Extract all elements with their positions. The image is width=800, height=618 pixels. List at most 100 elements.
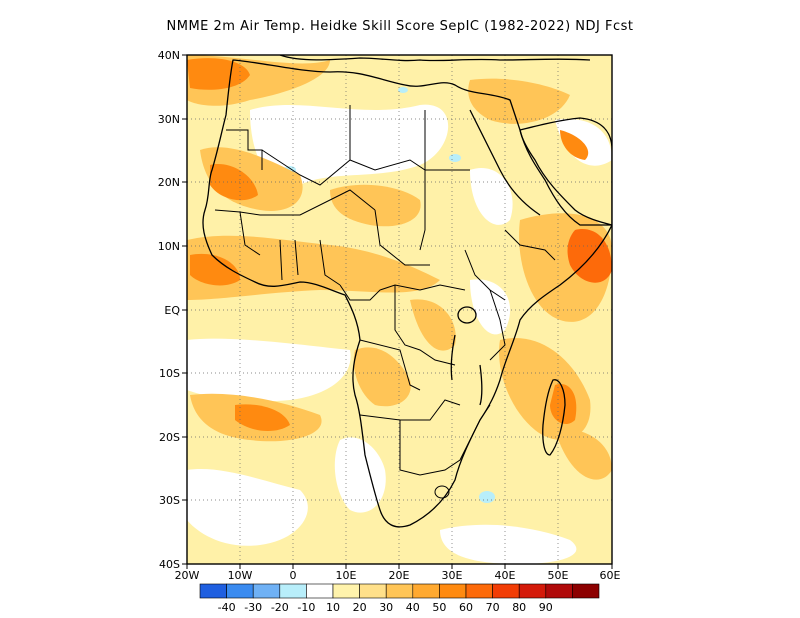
europe-coastline — [279, 55, 591, 62]
colorbar-label: 30 — [379, 601, 393, 614]
red-sea-coastline — [469, 109, 541, 216]
colorbar — [199, 583, 600, 599]
colorbar-swatch — [465, 583, 493, 599]
colorbar-label: 10 — [326, 601, 340, 614]
shade-red-sea-hot — [560, 130, 589, 160]
colorbar-swatch — [359, 583, 387, 599]
shade-south-atlantic-low — [187, 469, 308, 546]
border-angola — [359, 339, 421, 391]
border-ghana-togo — [279, 239, 299, 281]
lon-tick-label: 30E — [442, 569, 463, 582]
border-libya-chad — [349, 159, 470, 171]
colorbar-swatch — [439, 583, 467, 599]
africa-coastline — [202, 59, 612, 528]
colorbar-swatch — [572, 583, 600, 599]
coastlines — [202, 55, 612, 528]
colorbar-label: 50 — [432, 601, 446, 614]
colorbar-label: -40 — [218, 601, 236, 614]
colorbar-label: 80 — [512, 601, 526, 614]
lon-tick-label: 20W — [175, 569, 200, 582]
shade-sudan — [470, 168, 513, 225]
lake-tanganyika — [450, 334, 456, 381]
border-lesotho — [434, 485, 450, 499]
colorbar-swatch — [199, 583, 227, 599]
colorbar-label: -30 — [244, 601, 262, 614]
lat-tick-label: 40N — [158, 49, 180, 62]
border-namibia-botswana — [359, 399, 461, 421]
colorbar-swatch — [385, 583, 414, 599]
lon-tick-label: 40E — [495, 569, 516, 582]
lon-tick-labels: 20W 10W 0 10E 20E 30E 40E 50E 60E — [175, 569, 621, 582]
colorbar-swatch — [226, 583, 254, 599]
lake-malawi — [479, 364, 483, 406]
border-egypt-sudan — [419, 110, 426, 251]
shade-mauritania-hot — [210, 164, 258, 201]
border-nigeria — [319, 239, 341, 286]
colorbar-label: 90 — [539, 601, 553, 614]
shade-namibia — [334, 437, 386, 513]
border-botswana-sa — [399, 420, 471, 476]
arabia-coastline — [519, 117, 612, 226]
border-cameroon-car — [339, 284, 466, 301]
shade-sahara — [250, 104, 449, 186]
shade-mozambique-channel-hot — [550, 384, 577, 425]
lon-tick-label: 60E — [600, 569, 621, 582]
lake-victoria — [457, 306, 477, 324]
colorbar-labels: -40 -30 -20 -10 10 20 30 40 50 60 70 80 90 — [218, 601, 553, 614]
shade-chad — [330, 184, 421, 227]
border-chad-car — [374, 209, 430, 266]
country-borders — [214, 105, 556, 499]
shade-congo — [410, 299, 456, 351]
shade-angola — [353, 347, 411, 407]
madagascar-coastline — [542, 379, 566, 456]
border-kenya-tanzania — [489, 289, 506, 361]
map-title: NMME 2m Air Temp. Heidke Skill Score Sep… — [166, 19, 634, 34]
lon-tick-label: 0 — [290, 569, 297, 582]
colorbar-swatch — [545, 583, 573, 599]
shade-negative-4 — [398, 87, 408, 93]
colorbar-label: 20 — [353, 601, 367, 614]
border-sudan-ethiopia — [464, 249, 506, 301]
border-algeria — [261, 105, 351, 186]
lat-tick-label: 20S — [159, 431, 180, 444]
colorbar-swatch — [279, 583, 307, 599]
axis-ticks — [182, 54, 613, 569]
border-ethiopia-somalia — [504, 229, 556, 261]
shade-negative-1 — [449, 154, 461, 162]
border-zimbabwe-mozambique — [469, 404, 491, 441]
lon-tick-label: 20E — [389, 569, 410, 582]
lat-tick-label: 30S — [159, 494, 180, 507]
colorbar-label: 40 — [406, 601, 420, 614]
border-guinea — [239, 211, 261, 256]
shade-south-atlantic — [187, 338, 351, 402]
shade-west-africa-hot — [190, 253, 240, 286]
shade-atlantic-hot — [235, 404, 290, 432]
colorbar-label: 60 — [459, 601, 473, 614]
colorbar-label: -10 — [297, 601, 315, 614]
colorbar-swatch — [412, 583, 440, 599]
lat-tick-label: 20N — [158, 176, 180, 189]
shade-negative-3 — [479, 491, 495, 503]
lat-tick-labels: 40N 30N 20N 10N EQ 10S 20S 30S 40S — [158, 49, 181, 571]
lat-tick-label: 10N — [158, 240, 180, 253]
shade-sw-indian — [555, 429, 612, 480]
border-drc — [394, 285, 456, 366]
lat-tick-label: 40S — [159, 558, 180, 571]
shade-gulf-guinea — [187, 235, 440, 300]
border-w-sahara — [226, 129, 263, 170]
colorbar-swatch — [332, 583, 360, 599]
shade-southern-ocean — [440, 524, 577, 564]
shade-egypt — [468, 78, 570, 124]
lon-tick-label: 50E — [548, 569, 569, 582]
colorbar-swatch — [306, 583, 334, 599]
skill-shading — [187, 55, 612, 564]
lon-tick-label: 10W — [228, 569, 253, 582]
colorbar-swatch — [252, 583, 281, 599]
shade-nw-hot — [187, 58, 250, 90]
colorbar-swatch — [492, 583, 520, 599]
lon-tick-label: 10E — [336, 569, 357, 582]
colorbar-label: 70 — [486, 601, 500, 614]
lat-tick-label: EQ — [164, 304, 180, 317]
lat-tick-label: 30N — [158, 113, 180, 126]
